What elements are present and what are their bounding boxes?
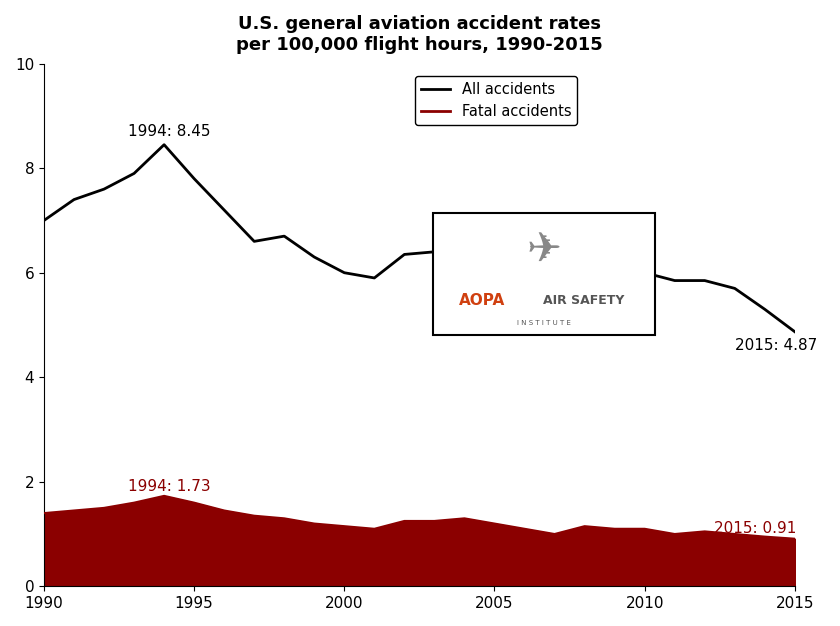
Text: AOPA: AOPA bbox=[459, 293, 505, 308]
Text: AIR SAFETY: AIR SAFETY bbox=[543, 294, 625, 307]
Text: ✈: ✈ bbox=[527, 228, 561, 270]
Text: 1994: 8.45: 1994: 8.45 bbox=[128, 124, 211, 139]
Text: 2015: 4.87: 2015: 4.87 bbox=[735, 338, 817, 353]
Text: 2015: 0.91: 2015: 0.91 bbox=[714, 521, 796, 536]
Text: I N S T I T U T E: I N S T I T U T E bbox=[517, 320, 571, 326]
Legend: All accidents, Fatal accidents: All accidents, Fatal accidents bbox=[415, 76, 577, 125]
Title: U.S. general aviation accident rates
per 100,000 flight hours, 1990-2015: U.S. general aviation accident rates per… bbox=[236, 15, 603, 54]
FancyBboxPatch shape bbox=[433, 213, 655, 335]
Text: 1994: 1.73: 1994: 1.73 bbox=[128, 479, 211, 494]
